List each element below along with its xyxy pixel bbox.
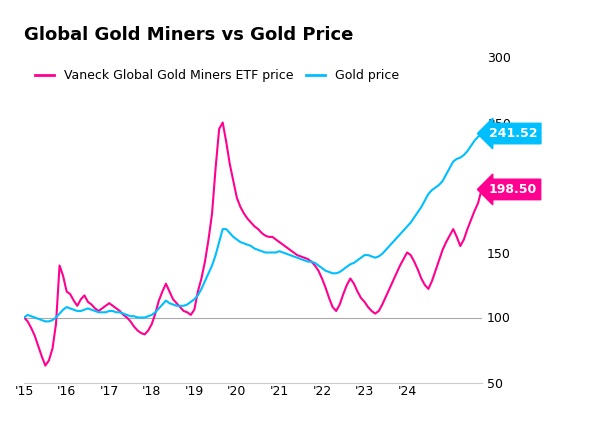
Legend: Vaneck Global Gold Miners ETF price, Gold price: Vaneck Global Gold Miners ETF price, Gol… xyxy=(30,64,404,87)
Text: 241.52: 241.52 xyxy=(489,127,537,140)
Text: Global Gold Miners vs Gold Price: Global Gold Miners vs Gold Price xyxy=(24,26,353,44)
Text: 198.50: 198.50 xyxy=(489,183,537,196)
